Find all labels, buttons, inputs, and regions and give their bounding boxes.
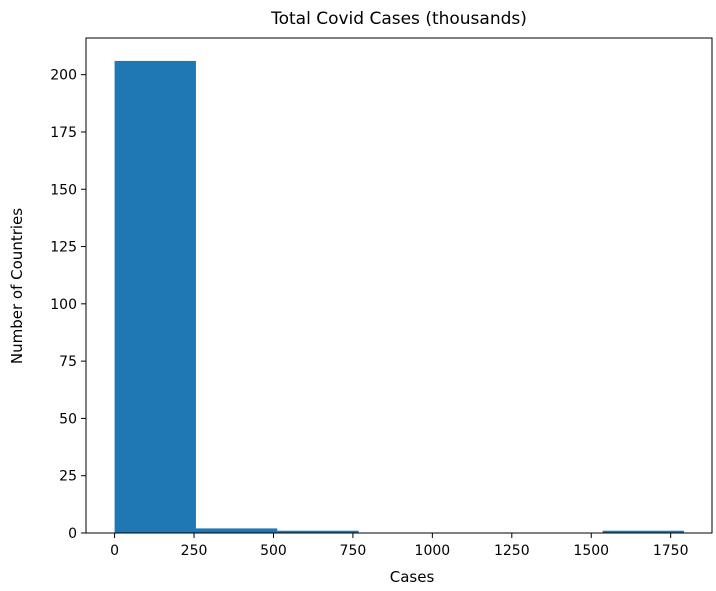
y-tick-label: 150	[50, 182, 77, 198]
x-tick-label: 750	[340, 543, 367, 559]
chart-title: Total Covid Cases (thousands)	[270, 9, 527, 29]
y-tick-label: 25	[59, 469, 77, 485]
histogram-bar-1	[195, 528, 278, 533]
x-tick-label: 0	[110, 543, 119, 559]
y-axis-label: Number of Countries	[8, 208, 26, 364]
histogram-bar-6	[602, 530, 685, 533]
x-tick-label: 1750	[653, 543, 689, 559]
y-tick-label: 125	[50, 240, 77, 256]
x-tick-label: 1000	[415, 543, 451, 559]
y-tick-label: 75	[59, 354, 77, 370]
x-tick-label: 1500	[573, 543, 609, 559]
histogram-bar-2	[277, 530, 359, 533]
y-tick-label: 100	[50, 297, 77, 313]
y-tick-label: 175	[50, 125, 77, 141]
y-tick-label: 0	[68, 526, 77, 542]
x-axis-label: Cases	[390, 568, 435, 586]
y-tick-label: 50	[59, 411, 77, 427]
bars-layer	[114, 60, 685, 534]
x-axis-ticks: 0 250 500 750 1000 1250 1500 1750	[110, 533, 689, 559]
x-tick-label: 250	[181, 543, 208, 559]
y-tick-label: 200	[50, 68, 77, 84]
y-axis-ticks: 0 25 50 75 100 125 150 175 200	[50, 68, 86, 542]
x-tick-label: 500	[260, 543, 287, 559]
x-tick-label: 1250	[494, 543, 530, 559]
histogram-bar-0	[114, 60, 196, 534]
plot-frame	[85, 37, 713, 534]
